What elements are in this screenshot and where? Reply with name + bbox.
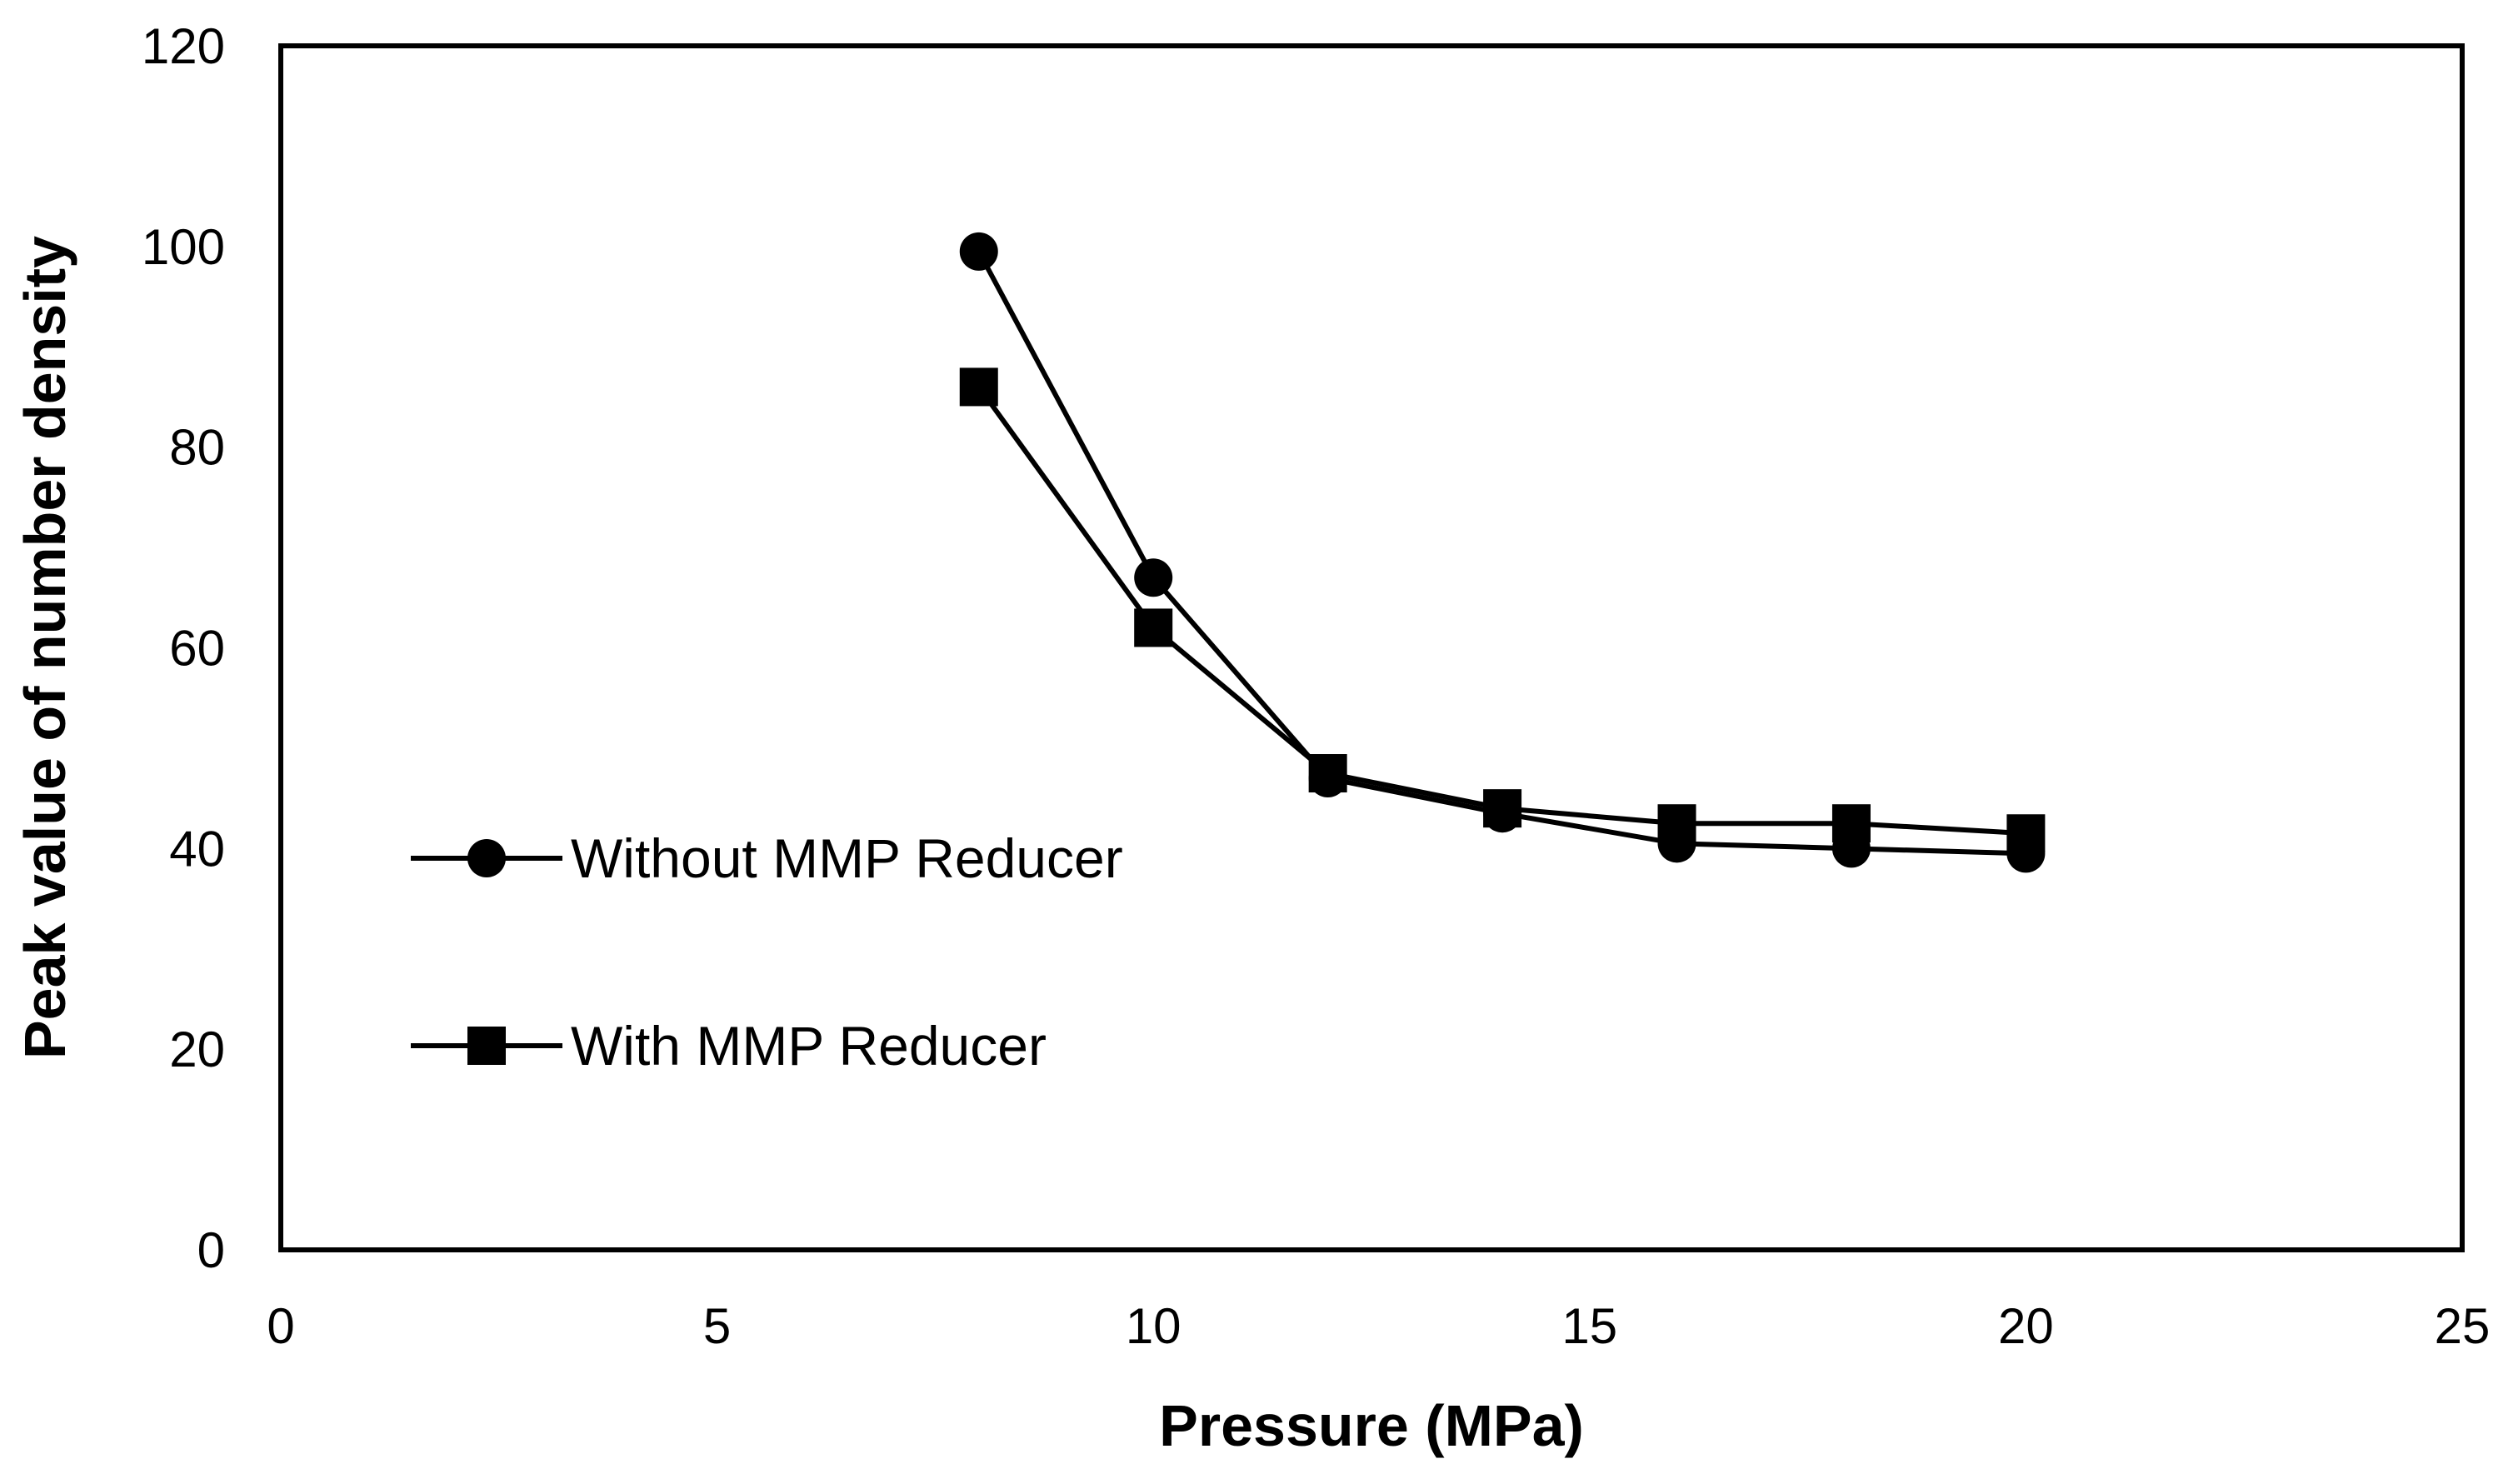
legend-marker-square: [467, 1027, 506, 1065]
x-axis-tick-labels: 0 5 10 15 20 25: [267, 1298, 2490, 1354]
data-point-with-mmp-reducer-12: [1308, 754, 1347, 793]
x-tick-label-15: 15: [1561, 1298, 1617, 1354]
data-point-with-mmp-reducer-20: [2006, 814, 2046, 853]
series-without-mmp-reducer: [959, 232, 2046, 873]
data-point-without-mmp-reducer-10: [1134, 558, 1173, 597]
y-tick-label-20: 20: [169, 1022, 225, 1077]
legend-marker-circle: [467, 839, 506, 877]
x-tick-label-5: 5: [703, 1298, 731, 1354]
data-point-with-mmp-reducer-14: [1483, 789, 1522, 828]
data-point-with-mmp-reducer-16: [1657, 804, 1696, 843]
y-axis-tick-labels: 0 20 40 60 80 100 120: [142, 18, 225, 1278]
legend-entry-with-mmp-reducer: With MMP Reducer: [411, 1015, 1047, 1077]
x-tick-label-10: 10: [1126, 1298, 1182, 1354]
series-with-mmp-reducer: [959, 367, 2046, 853]
y-tick-label-80: 80: [169, 420, 225, 476]
x-tick-label-25: 25: [2435, 1298, 2491, 1354]
y-tick-label-40: 40: [169, 821, 225, 877]
legend: Without MMP Reducer With MMP Reducer: [411, 827, 1123, 1077]
data-point-without-mmp-reducer-8: [959, 232, 998, 271]
legend-label-with: With MMP Reducer: [571, 1015, 1047, 1077]
x-axis-title: Pressure (MPa): [1159, 1393, 1584, 1458]
y-tick-label-100: 100: [142, 219, 225, 275]
data-point-with-mmp-reducer-18: [1831, 804, 1871, 843]
y-tick-label-60: 60: [169, 621, 225, 677]
series-line-without-mmp-reducer: [977, 250, 2026, 857]
x-tick-label-20: 20: [1998, 1298, 2054, 1354]
legend-entry-without-mmp-reducer: Without MMP Reducer: [411, 827, 1123, 889]
y-axis-title: Peak value of number density: [12, 236, 77, 1059]
data-point-with-mmp-reducer-8: [959, 367, 998, 407]
series-layer: [959, 232, 2046, 873]
plot-area-frame: [278, 43, 2465, 1252]
x-tick-label-0: 0: [267, 1298, 294, 1354]
legend-label-without: Without MMP Reducer: [571, 827, 1123, 889]
y-tick-label-0: 0: [197, 1222, 225, 1278]
data-point-with-mmp-reducer-10: [1134, 608, 1173, 647]
y-tick-label-120: 120: [142, 18, 225, 74]
